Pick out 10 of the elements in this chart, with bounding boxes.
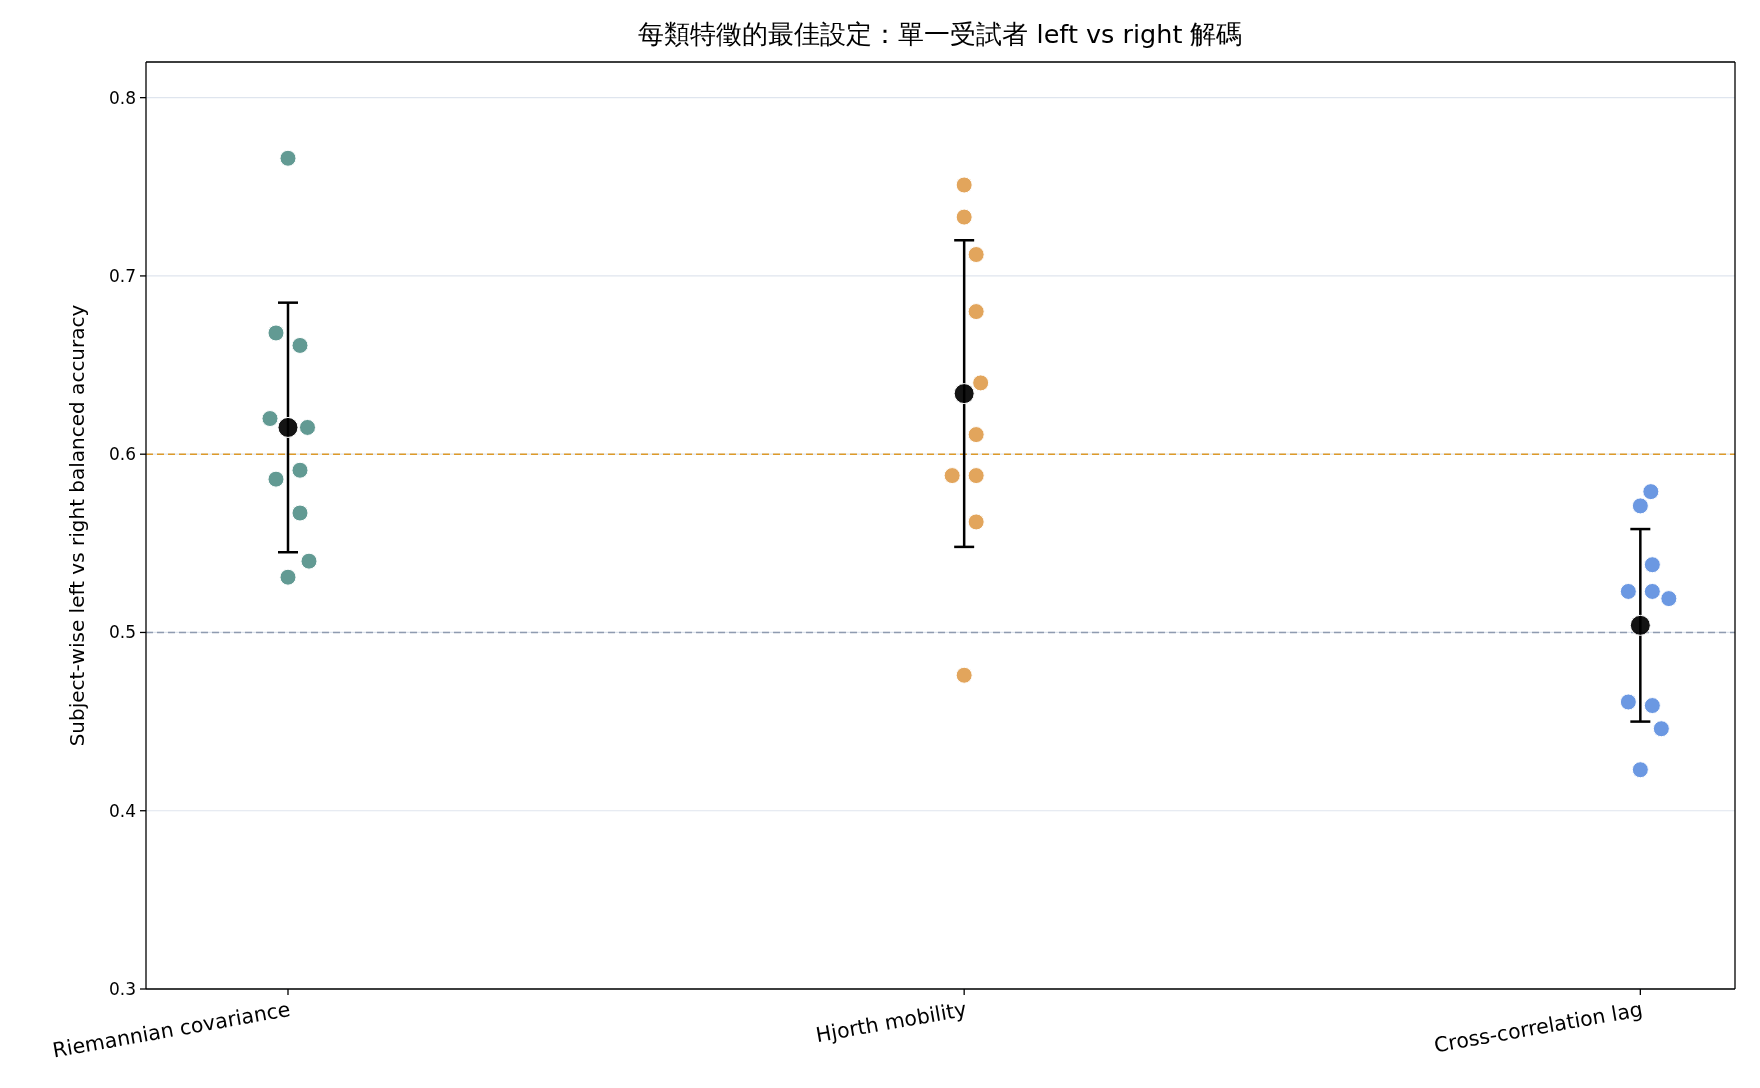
chart-title: 每類特徵的最佳設定：單一受試者 left vs right 解碼 <box>637 18 1244 51</box>
y-tick-label: 0.3 <box>108 979 136 1000</box>
x-tick-label: Riemannian covariance <box>50 997 293 1063</box>
y-tick-label: 0.8 <box>108 87 136 108</box>
y-tick-label: 0.6 <box>108 444 136 465</box>
y-axis-title: Subject-wise left vs right balanced accuracy <box>65 304 89 747</box>
y-tick-label: 0.4 <box>108 800 136 821</box>
y-tick-label: 0.7 <box>108 265 136 286</box>
x-tick-label: Hjorth mobility <box>814 997 969 1048</box>
y-tick-label: 0.5 <box>108 622 136 643</box>
